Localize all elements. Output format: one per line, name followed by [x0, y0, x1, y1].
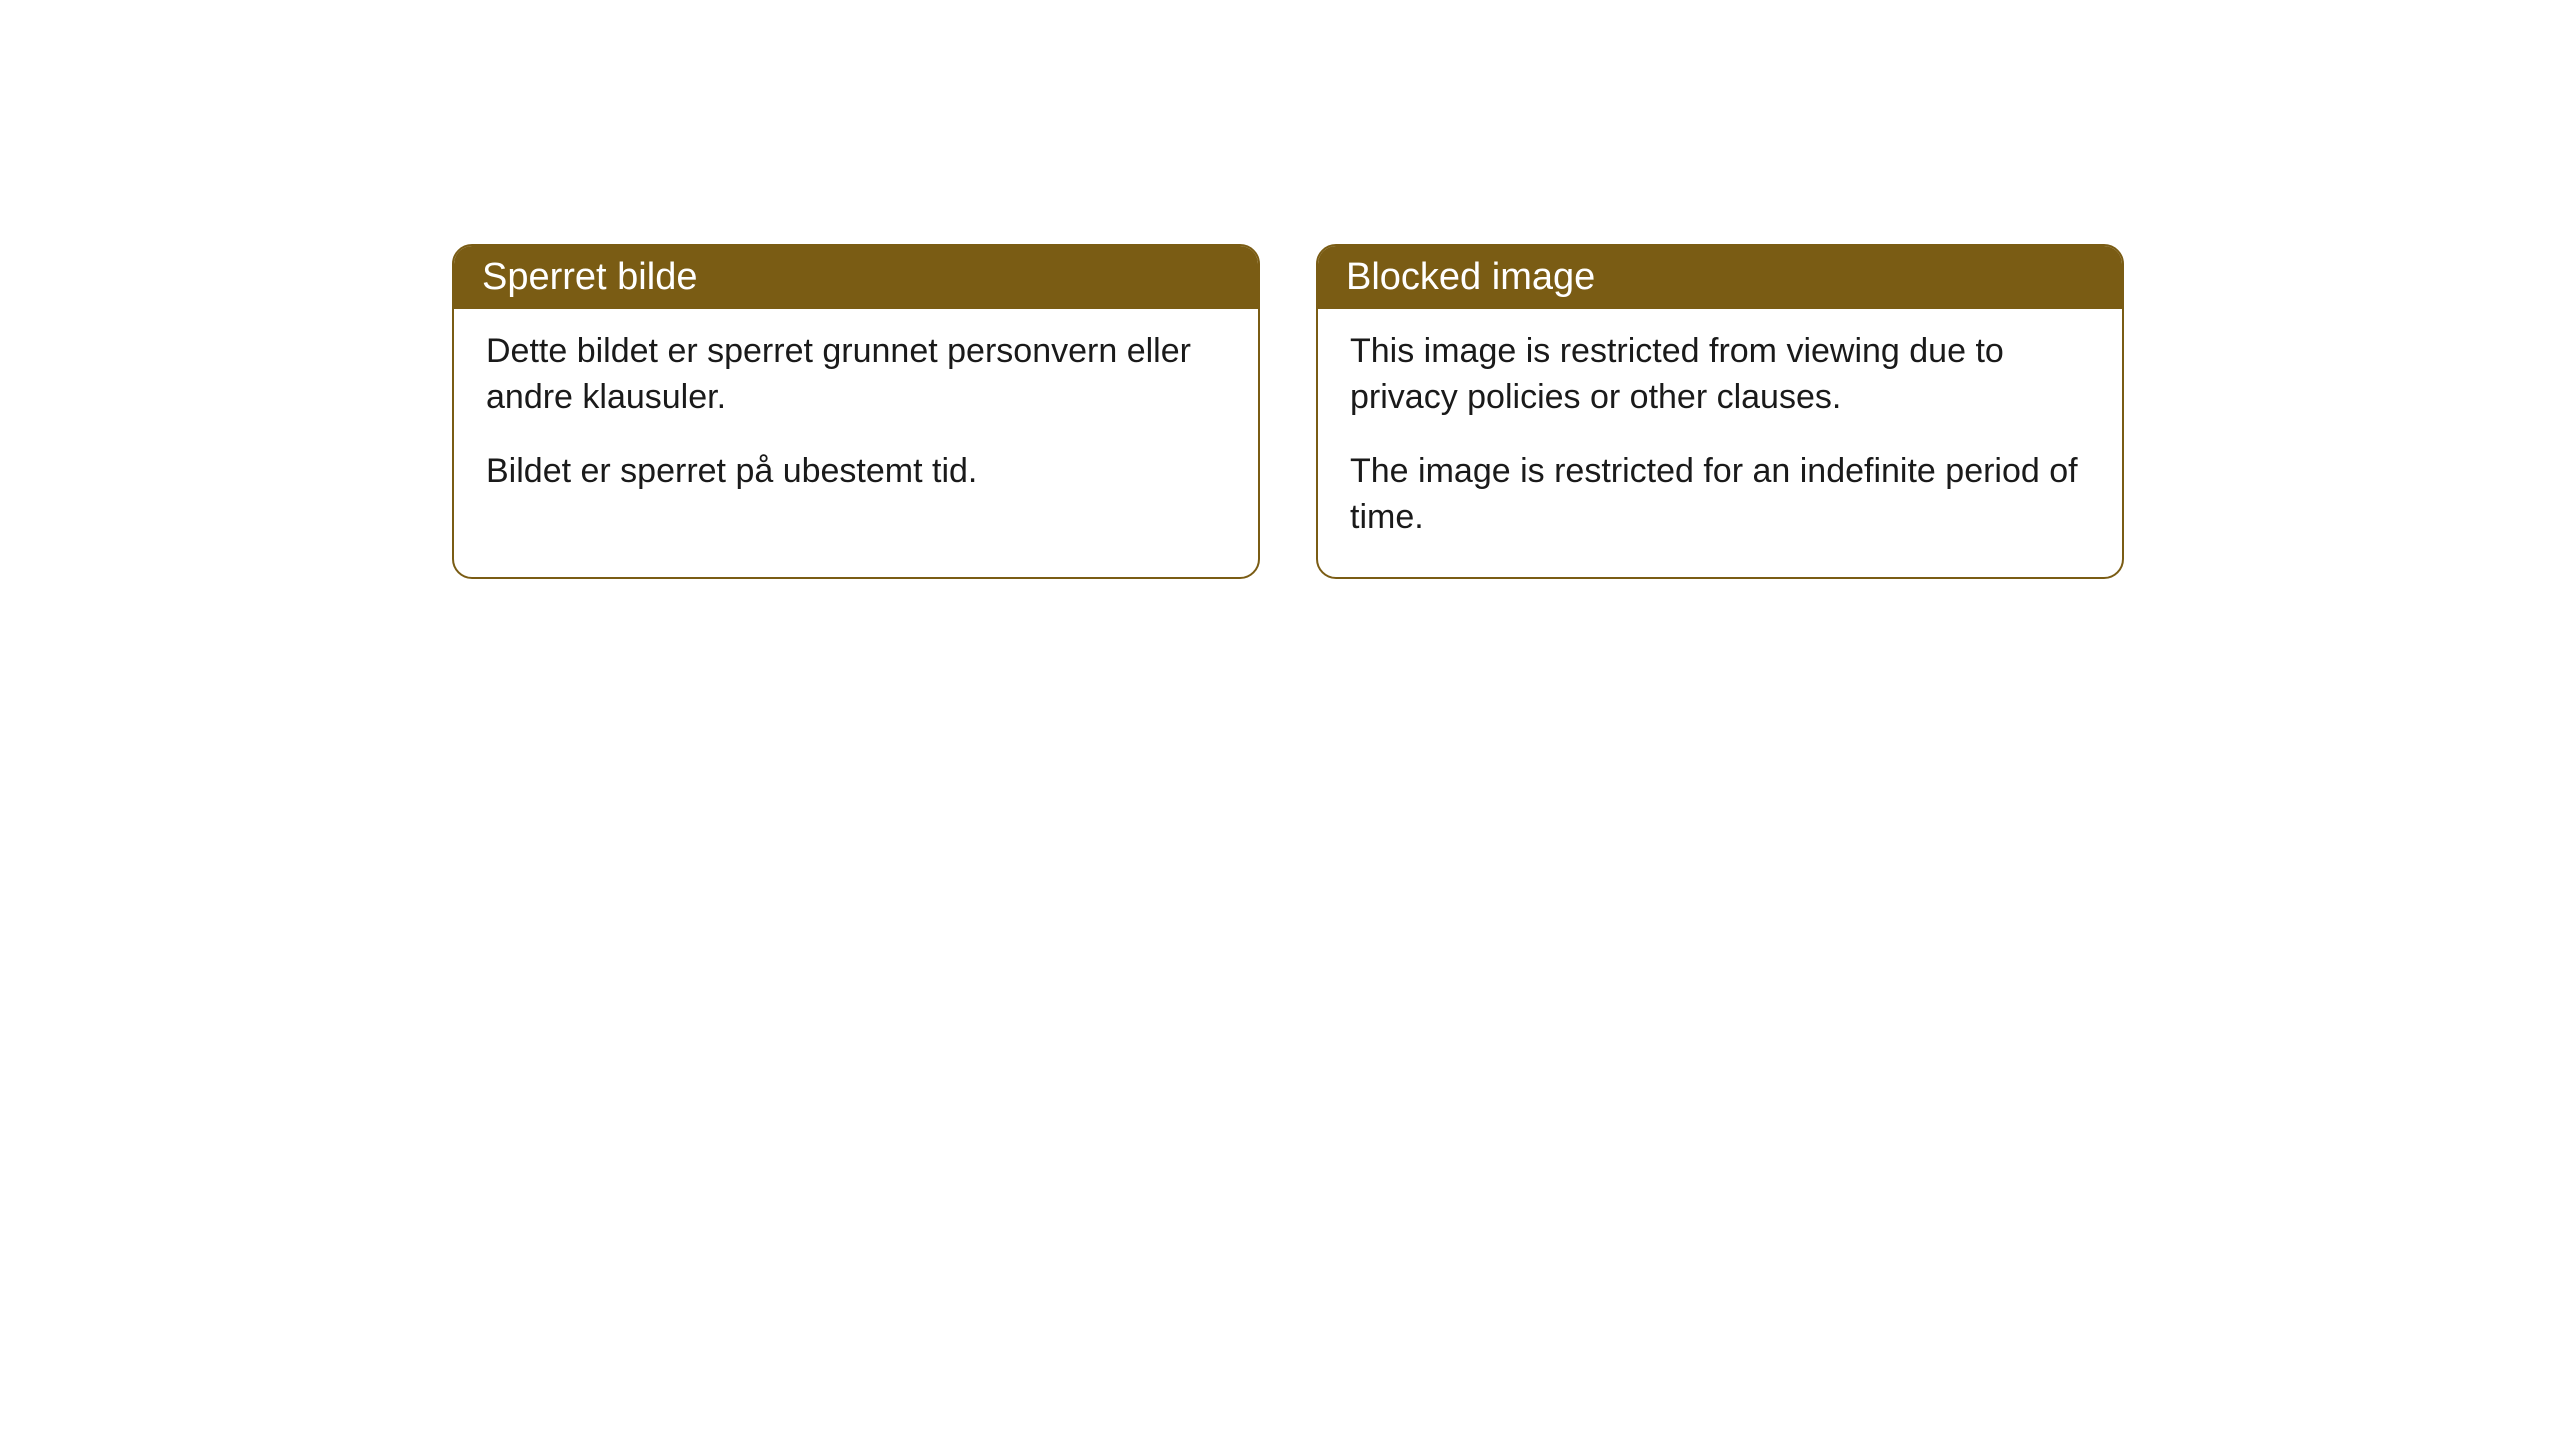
card-paragraph: Dette bildet er sperret grunnet personve… — [486, 329, 1226, 421]
card-header-norwegian: Sperret bilde — [454, 246, 1258, 309]
notice-card-norwegian: Sperret bilde Dette bildet er sperret gr… — [452, 244, 1260, 579]
card-body-norwegian: Dette bildet er sperret grunnet personve… — [454, 309, 1258, 531]
notice-container: Sperret bilde Dette bildet er sperret gr… — [452, 244, 2124, 579]
card-paragraph: Bildet er sperret på ubestemt tid. — [486, 449, 1226, 495]
card-paragraph: This image is restricted from viewing du… — [1350, 329, 2090, 421]
card-header-english: Blocked image — [1318, 246, 2122, 309]
notice-card-english: Blocked image This image is restricted f… — [1316, 244, 2124, 579]
card-body-english: This image is restricted from viewing du… — [1318, 309, 2122, 577]
card-paragraph: The image is restricted for an indefinit… — [1350, 449, 2090, 541]
card-title: Blocked image — [1346, 256, 1595, 298]
card-title: Sperret bilde — [482, 256, 697, 298]
